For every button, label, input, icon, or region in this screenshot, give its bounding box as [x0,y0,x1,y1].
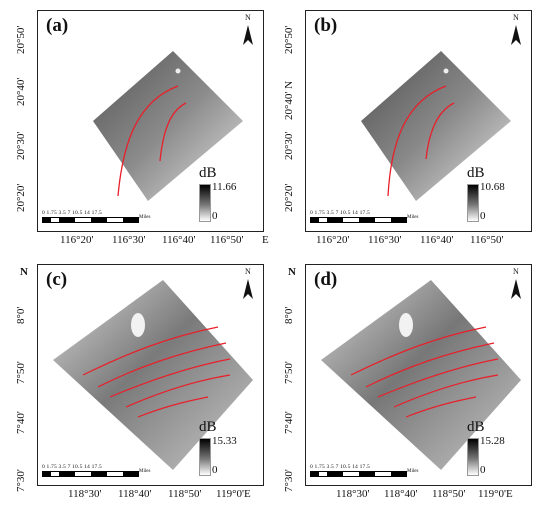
colorbar: dB 15.28 0 [465,419,525,481]
y-tick: 20°50' [15,25,27,54]
y-tick: 8°0' [15,306,27,324]
colorbar: dB 10.68 0 [465,165,525,227]
wake-line [393,374,499,408]
y-tick: 20°40' [15,77,27,106]
x-tick: 118°40' [384,488,418,500]
colorbar-max: 10.68 [480,181,505,193]
sar-image [361,51,511,201]
colorbar-min: 0 [212,464,218,476]
sar-image [93,51,243,201]
y-tick: 20°50' [283,25,295,54]
scale-bar: 0 1.75 3.5 7 10.5 14 17.5 Miles [310,210,420,226]
colorbar-min: 0 [480,210,486,222]
panel-label: (c) [46,269,68,290]
x-tick: 116°40' [162,234,196,246]
x-tick: 119°0'E [478,488,513,500]
colorbar-unit: dB [467,419,485,435]
colorbar-max: 15.33 [212,435,237,447]
panel-c: (c) N dB 15.33 0 0 1.75 3.5 7 10.5 14 17… [12,262,272,507]
north-arrow-icon: N [239,267,257,303]
wake-line [117,85,179,197]
sar-image [321,280,521,470]
colorbar-min: 0 [480,464,486,476]
wake-line [350,326,487,376]
panel-label: (a) [46,15,69,36]
y-tick: 8°0' [283,306,295,324]
scale-bar: 0 1.75 3.5 7 10.5 14 17.5 Miles [42,210,152,226]
wake-line [405,396,477,418]
y-tick: 7°40' [15,411,27,434]
wake-line [377,358,499,398]
map-frame: (d) N dB 15.28 0 0 1.75 3.5 7 10.5 14 17… [305,264,532,486]
wake-line [365,342,495,388]
y-axis-letter: N [20,266,28,278]
wake-line [137,396,209,418]
x-tick: 118°40' [118,488,152,500]
x-tick: 116°50' [210,234,244,246]
y-tick: 7°50' [283,361,295,384]
north-arrow-icon: N [507,13,525,49]
wake-line [82,326,219,376]
scale-bar: 0 1.75 3.5 7 10.5 14 17.5 Miles [42,464,152,480]
map-frame: (c) N dB 15.33 0 0 1.75 3.5 7 10.5 14 17… [37,264,264,486]
panel-label: (b) [314,15,338,36]
colorbar-unit: dB [199,419,217,435]
wake-line [125,374,231,408]
y-tick: 20°20' [15,183,27,212]
map-frame: (b) N dB 10.68 0 0 1.75 3.5 7 10.5 14 17… [305,10,532,232]
wake-line [159,102,187,162]
y-tick: 20°30' [15,131,27,160]
colorbar: dB 11.66 0 [197,165,257,227]
colorbar-unit: dB [199,165,217,181]
panel-b: (b) N dB 10.68 0 0 1.75 3.5 7 10.5 14 17… [280,8,540,253]
panel-a: (a) N dB 11.66 0 0 1.75 3.5 7 10.5 14 17… [12,8,272,253]
colorbar-min: 0 [212,210,218,222]
x-tick: 116°50' [470,234,504,246]
x-tick: 118°30' [336,488,370,500]
wake-line [97,342,227,388]
x-tick: 116°20' [60,234,94,246]
scale-bar: 0 1.75 3.5 7 10.5 14 17.5 Miles [310,464,420,480]
y-tick: 20°20' [283,183,295,212]
y-tick: 20°30' [283,131,295,160]
x-tick: 116°30' [112,234,146,246]
y-tick: 7°50' [15,361,27,384]
panel-d: (d) N dB 15.28 0 0 1.75 3.5 7 10.5 14 17… [280,262,540,507]
colorbar: dB 15.33 0 [197,419,257,481]
x-tick: 116°20' [316,234,350,246]
y-tick: 20°40' N [283,80,295,120]
y-tick: 7°30' [283,469,295,492]
sar-image [53,280,253,470]
x-axis-letter: E [262,234,269,246]
wake-line [425,102,455,160]
y-axis-letter: N [288,266,296,278]
ship-target [175,68,181,74]
wake-line [109,358,231,398]
x-tick: 116°30' [368,234,402,246]
ship-target [443,68,449,74]
y-tick: 7°30' [15,469,27,492]
x-tick: 118°50' [432,488,466,500]
y-tick: 7°40' [283,411,295,434]
colorbar-max: 11.66 [212,181,237,193]
wake-line [387,85,447,197]
x-tick: 119°0'E [216,488,251,500]
colorbar-unit: dB [467,165,485,181]
x-tick: 118°30' [68,488,102,500]
map-frame: (a) N dB 11.66 0 0 1.75 3.5 7 10.5 14 17… [37,10,264,232]
colorbar-max: 15.28 [480,435,505,447]
panel-label: (d) [314,269,338,290]
north-arrow-icon: N [507,267,525,303]
x-tick: 116°40' [420,234,454,246]
x-tick: 118°50' [168,488,202,500]
north-arrow-icon: N [239,13,257,49]
